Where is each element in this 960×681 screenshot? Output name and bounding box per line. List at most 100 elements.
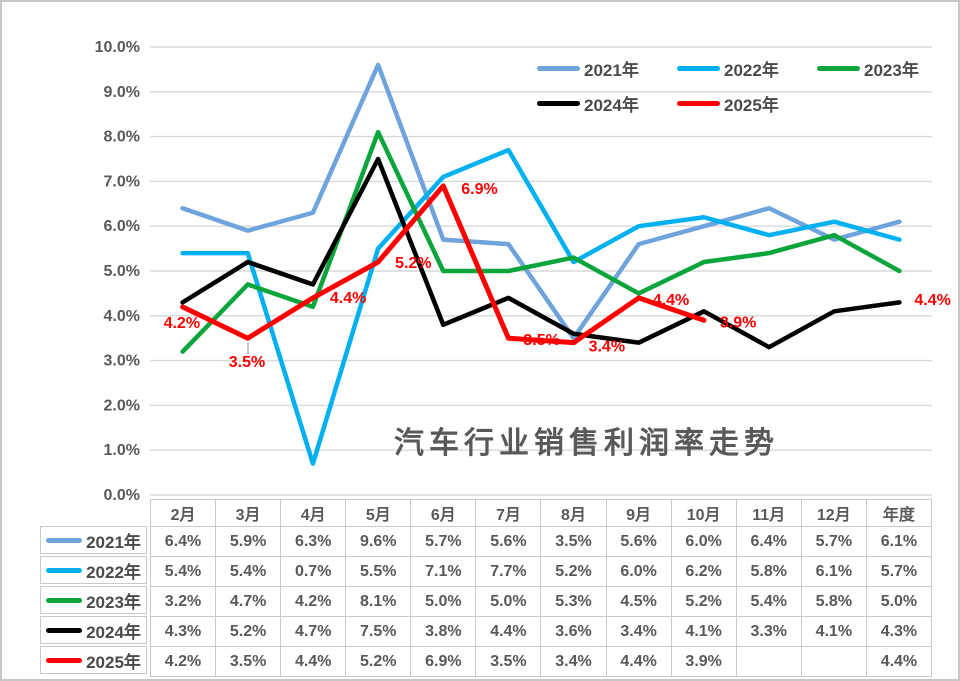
table-column-header: 6月 bbox=[410, 499, 477, 527]
data-label: 3.9% bbox=[720, 314, 756, 331]
series-line-2023年[interactable] bbox=[180, 129, 902, 354]
table-cell: 5.0% bbox=[410, 586, 477, 617]
table-cell: 3.6% bbox=[540, 616, 607, 647]
row-label-line-swatch-icon bbox=[46, 537, 83, 543]
table-cell: 6.0% bbox=[670, 526, 737, 557]
table-cell bbox=[800, 646, 867, 677]
table-cell: 5.0% bbox=[865, 586, 933, 617]
table-row-labels: 2021年 2022年 2023年 2024年 2025年 bbox=[40, 526, 147, 674]
legend-line-swatch-icon bbox=[677, 65, 720, 71]
table-cell: 6.3% bbox=[280, 526, 347, 557]
table-cell: 3.8% bbox=[410, 616, 477, 647]
table-cell: 5.2% bbox=[345, 646, 412, 677]
legend-label: 2024年 bbox=[584, 95, 639, 115]
legend-label: 2021年 bbox=[584, 60, 639, 80]
y-tick-label: 4.0% bbox=[104, 308, 140, 325]
line-chart-plot-area: 0.0% 1.0% 2.0% 3.0% 4.0% 5.0% 6.0% 7.0% 8.0% 9.0%… bbox=[95, 39, 951, 502]
row-label-text: 2025年 bbox=[86, 652, 141, 672]
table-cell: 3.3% bbox=[735, 616, 802, 647]
data-label: 6.9% bbox=[461, 181, 497, 198]
legend-item-2021[interactable]: 2021年 bbox=[537, 58, 639, 80]
data-label: 4.4% bbox=[330, 290, 366, 307]
table-row-label-2022年: 2022年 bbox=[40, 556, 147, 584]
data-label: 3.4% bbox=[589, 339, 625, 356]
table-column-header: 3月 bbox=[215, 499, 282, 527]
table-cell: 5.2% bbox=[540, 556, 607, 587]
table-cell: 4.4% bbox=[605, 646, 672, 677]
data-label: 4.2% bbox=[164, 315, 200, 332]
row-label-text: 2023年 bbox=[86, 592, 141, 612]
table-row: 4.2% 3.5% 4.4% 5.2% 6.9% 3.5% 3.4% 4.4% 3.9% 4.4% bbox=[149, 646, 933, 677]
legend-item-2022[interactable]: 2022年 bbox=[677, 58, 779, 80]
table-cell: 5.8% bbox=[735, 556, 802, 587]
table-cell: 6.4% bbox=[149, 526, 217, 557]
table-cell bbox=[735, 646, 802, 677]
table-cell: 8.1% bbox=[345, 586, 412, 617]
y-tick-label: 10.0% bbox=[95, 39, 140, 56]
table-cell: 0.7% bbox=[280, 556, 347, 587]
table-column-header: 4月 bbox=[280, 499, 347, 527]
data-label: 5.2% bbox=[395, 255, 431, 272]
table-cell: 6.1% bbox=[800, 556, 867, 587]
table-row: 6.4% 5.9% 6.3% 9.6% 5.7% 5.6% 3.5% 5.6% 6.0% 6.4%… bbox=[149, 526, 933, 557]
legend-line-swatch-icon bbox=[677, 100, 720, 106]
table-cell: 4.2% bbox=[149, 646, 217, 677]
data-label: 4.4% bbox=[653, 292, 689, 309]
table-cell: 5.4% bbox=[149, 556, 217, 587]
table-cell: 5.0% bbox=[475, 586, 542, 617]
table-cell: 6.1% bbox=[865, 526, 933, 557]
table-cell: 5.8% bbox=[800, 586, 867, 617]
row-label-line-swatch-icon bbox=[46, 567, 83, 573]
data-label: 3.5% bbox=[523, 332, 559, 349]
chart-title: 汽车行业销售利润率走势 bbox=[394, 427, 779, 460]
table-column-header: 7月 bbox=[475, 499, 542, 527]
table-column-header: 8月 bbox=[540, 499, 607, 527]
legend-item-2023[interactable]: 2023年 bbox=[817, 58, 919, 80]
series-line-2022年[interactable] bbox=[180, 147, 902, 466]
table-cell: 3.5% bbox=[215, 646, 282, 677]
table-cell: 4.4% bbox=[475, 616, 542, 647]
legend-line-swatch-icon bbox=[537, 65, 580, 71]
legend-item-2025[interactable]: 2025年 bbox=[677, 93, 779, 115]
table-cell: 4.1% bbox=[800, 616, 867, 647]
table-cell: 5.4% bbox=[735, 586, 802, 617]
series-line-2024年[interactable] bbox=[180, 156, 902, 350]
legend-line-swatch-icon bbox=[817, 65, 860, 71]
table-row-label-2021年: 2021年 bbox=[40, 526, 147, 554]
table-cell: 4.3% bbox=[149, 616, 217, 647]
table-cell: 7.5% bbox=[345, 616, 412, 647]
table-column-header: 9月 bbox=[605, 499, 672, 527]
table-column-header: 10月 bbox=[670, 499, 737, 527]
table-cell: 4.4% bbox=[280, 646, 347, 677]
data-table: 2月 3月 4月 5月 6月 7月 8月 9月 10月 11月 12月 年度 6.4% 5.9% 6.3% 9… bbox=[149, 499, 933, 677]
table-row-label-2023年: 2023年 bbox=[40, 586, 147, 614]
legend-item-2024[interactable]: 2024年 bbox=[537, 93, 639, 115]
table-cell: 5.5% bbox=[345, 556, 412, 587]
table-row: 3.2% 4.7% 4.2% 8.1% 5.0% 5.0% 5.3% 4.5% 5.2% 5.4%… bbox=[149, 586, 933, 617]
series-line-2021年[interactable] bbox=[180, 62, 902, 341]
table-column-header: 5月 bbox=[345, 499, 412, 527]
table-column-header: 年度 bbox=[865, 499, 933, 527]
table-cell: 7.7% bbox=[475, 556, 542, 587]
series-data-labels-2025: 4.2% 3.5% 4.4% 5.2% 6.9% 3.5% 3.4% 4.4% 3.9% 4.4% bbox=[164, 181, 951, 371]
table-cell: 3.4% bbox=[540, 646, 607, 677]
row-label-text: 2022年 bbox=[86, 562, 141, 582]
table-cell: 6.0% bbox=[605, 556, 672, 587]
table-cell: 5.9% bbox=[215, 526, 282, 557]
table-row-label-2025年: 2025年 bbox=[40, 646, 147, 674]
table-cell: 4.3% bbox=[865, 616, 933, 647]
table-cell: 4.1% bbox=[670, 616, 737, 647]
series-line-2025年[interactable] bbox=[180, 183, 707, 346]
row-label-line-swatch-icon bbox=[46, 627, 83, 633]
table-cell: 6.2% bbox=[670, 556, 737, 587]
table-cell: 3.4% bbox=[605, 616, 672, 647]
y-tick-label: 6.0% bbox=[104, 218, 140, 235]
y-tick-label: 9.0% bbox=[104, 84, 140, 101]
table-cell: 5.4% bbox=[215, 556, 282, 587]
legend-line-swatch-icon bbox=[537, 100, 580, 106]
table-cell: 5.6% bbox=[605, 526, 672, 557]
legend-label: 2025年 bbox=[724, 95, 779, 115]
row-label-line-swatch-icon bbox=[46, 597, 83, 603]
table-cell: 5.6% bbox=[475, 526, 542, 557]
